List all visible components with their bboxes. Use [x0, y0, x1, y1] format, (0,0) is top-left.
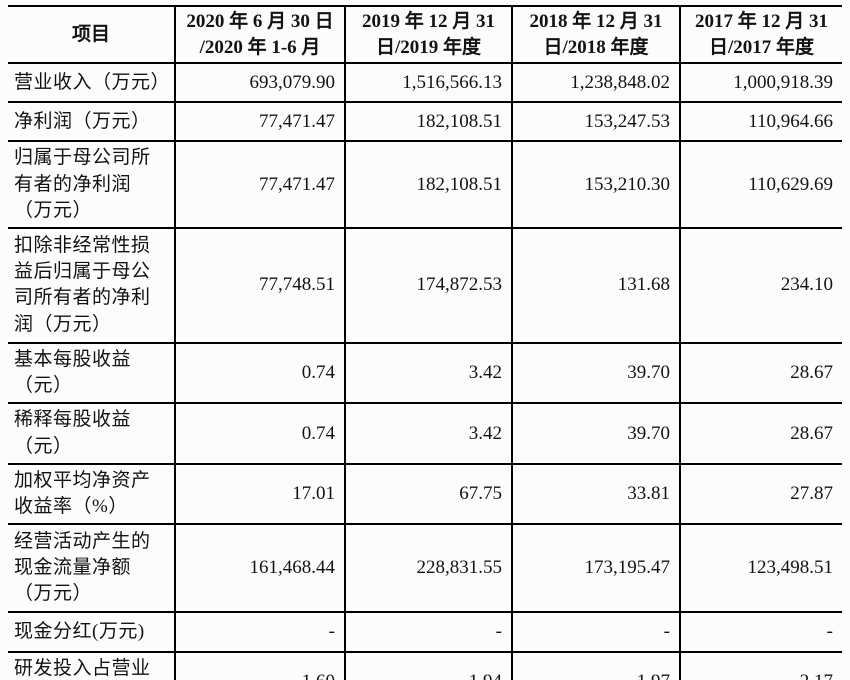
- row-label: 营业收入（万元）: [8, 62, 176, 103]
- cell-value: 0.74: [175, 402, 346, 464]
- cell-value: 131.68: [512, 226, 681, 343]
- table-row: 加权平均净资产 收益率（%） 17.01 67.75 33.81 27.87: [8, 462, 842, 525]
- cell-value: 77,471.47: [175, 140, 346, 228]
- cell-value: 110,964.66: [680, 101, 842, 142]
- cell-value: 39.70: [512, 402, 681, 464]
- row-label: 稀释每股收益 （元）: [8, 402, 176, 464]
- cell-value: 1,516,566.13: [345, 62, 513, 103]
- cell-value: 1.97: [512, 651, 681, 680]
- cell-value: 161,468.44: [175, 523, 346, 613]
- cell-value: 174,872.53: [345, 226, 513, 343]
- financial-summary-table: 项目 2020 年 6 月 30 日 /2020 年 1-6 月 2019 年 …: [8, 4, 842, 680]
- cell-value: 17.01: [175, 462, 346, 525]
- header-cell-2020-h1: 2020 年 6 月 30 日 /2020 年 1-6 月: [175, 4, 346, 64]
- row-label: 研发投入占营业 收入的比例（%）: [8, 651, 176, 680]
- row-label: 扣除非经常性损 益后归属于母公 司所有者的净利 润（万元）: [8, 226, 176, 343]
- header-cell-item: 项目: [8, 4, 176, 64]
- table-row: 研发投入占营业 收入的比例（%） 1.60 1.94 1.97 2.17: [8, 651, 842, 680]
- table-row: 营业收入（万元） 693,079.90 1,516,566.13 1,238,8…: [8, 62, 842, 103]
- cell-value: 153,210.30: [512, 140, 681, 228]
- row-label: 加权平均净资产 收益率（%）: [8, 462, 176, 525]
- cell-value: 28.67: [680, 341, 842, 404]
- cell-value: 67.75: [345, 462, 513, 525]
- cell-value: 182,108.51: [345, 101, 513, 142]
- cell-value: -: [512, 611, 681, 653]
- cell-value: 1.94: [345, 651, 513, 680]
- header-cell-2018: 2018 年 12 月 31 日/2018 年度: [512, 4, 681, 64]
- cell-value: -: [175, 611, 346, 653]
- row-label: 现金分红(万元): [8, 611, 176, 653]
- table-row: 基本每股收益 （元） 0.74 3.42 39.70 28.67: [8, 341, 842, 404]
- table-header-row: 项目 2020 年 6 月 30 日 /2020 年 1-6 月 2019 年 …: [8, 4, 842, 64]
- cell-value: -: [680, 611, 842, 653]
- cell-value: 153,247.53: [512, 101, 681, 142]
- cell-value: 110,629.69: [680, 140, 842, 228]
- cell-value: 2.17: [680, 651, 842, 680]
- cell-value: 1,238,848.02: [512, 62, 681, 103]
- table-row: 扣除非经常性损 益后归属于母公 司所有者的净利 润（万元） 77,748.51 …: [8, 226, 842, 343]
- cell-value: 27.87: [680, 462, 842, 525]
- row-label: 经营活动产生的 现金流量净额 （万元）: [8, 523, 176, 613]
- row-label: 归属于母公司所 有者的净利润 （万元）: [8, 140, 176, 228]
- cell-value: 3.42: [345, 341, 513, 404]
- table-row: 经营活动产生的 现金流量净额 （万元） 161,468.44 228,831.5…: [8, 523, 842, 613]
- cell-value: 28.67: [680, 402, 842, 464]
- header-cell-2017: 2017 年 12 月 31 日/2017 年度: [680, 4, 842, 64]
- row-label: 净利润（万元）: [8, 101, 176, 142]
- cell-value: 77,748.51: [175, 226, 346, 343]
- cell-value: 3.42: [345, 402, 513, 464]
- cell-value: 173,195.47: [512, 523, 681, 613]
- cell-value: 33.81: [512, 462, 681, 525]
- cell-value: 123,498.51: [680, 523, 842, 613]
- cell-value: -: [345, 611, 513, 653]
- cell-value: 39.70: [512, 341, 681, 404]
- cell-value: 693,079.90: [175, 62, 346, 103]
- table-row: 归属于母公司所 有者的净利润 （万元） 77,471.47 182,108.51…: [8, 140, 842, 228]
- table-row: 稀释每股收益 （元） 0.74 3.42 39.70 28.67: [8, 402, 842, 464]
- cell-value: 1.60: [175, 651, 346, 680]
- cell-value: 182,108.51: [345, 140, 513, 228]
- cell-value: 0.74: [175, 341, 346, 404]
- row-label: 基本每股收益 （元）: [8, 341, 176, 404]
- cell-value: 234.10: [680, 226, 842, 343]
- table-row: 净利润（万元） 77,471.47 182,108.51 153,247.53 …: [8, 101, 842, 142]
- table-row: 现金分红(万元) - - - -: [8, 611, 842, 653]
- cell-value: 228,831.55: [345, 523, 513, 613]
- header-cell-2019: 2019 年 12 月 31 日/2019 年度: [345, 4, 513, 64]
- cell-value: 77,471.47: [175, 101, 346, 142]
- cell-value: 1,000,918.39: [680, 62, 842, 103]
